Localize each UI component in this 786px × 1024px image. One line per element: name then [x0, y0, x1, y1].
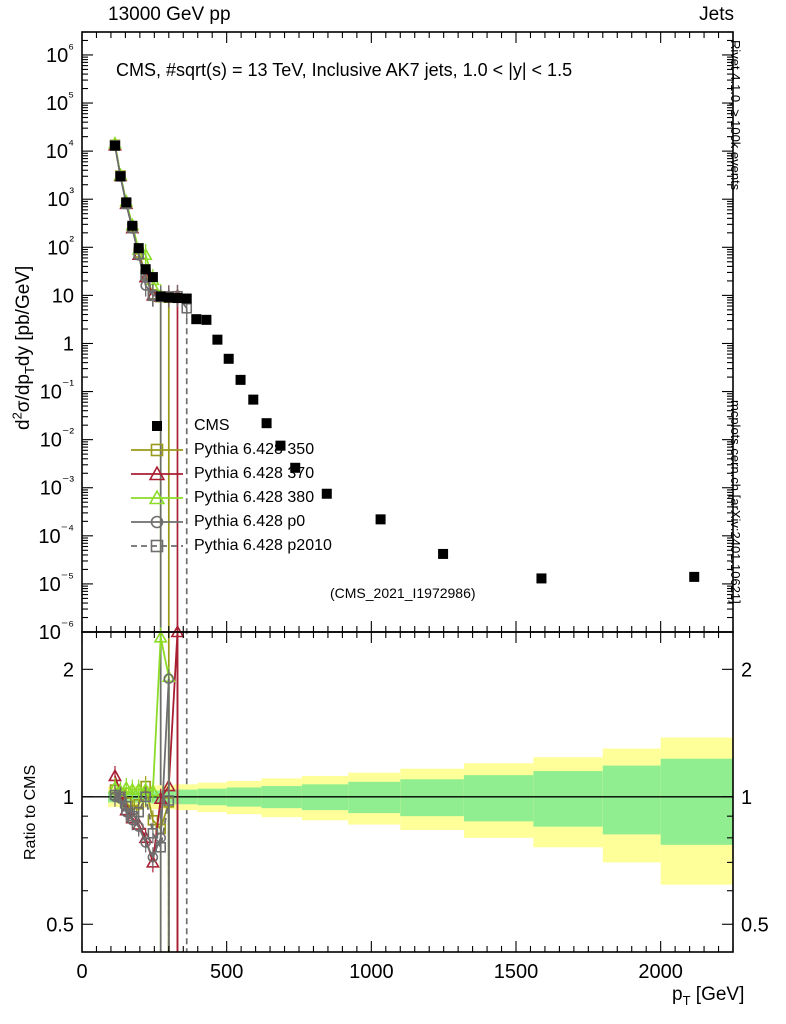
legend-label: Pythia 6.428 350 — [194, 441, 315, 458]
main-ytick-label: 10⁻¹ — [40, 377, 75, 404]
main-ytick-label: 10³ — [47, 184, 74, 211]
legend-item[interactable]: Pythia 6.428 380 — [128, 486, 332, 510]
ratio-ytick-label: 0.5 — [46, 914, 74, 936]
legend-marker — [148, 465, 166, 481]
legend-swatch — [131, 515, 183, 529]
xaxis-label-text: pT [GeV] — [672, 984, 745, 1008]
cms-data-point — [689, 571, 700, 582]
ratio-ytick-label: 1 — [63, 787, 74, 809]
cms-data-point — [248, 394, 259, 405]
cms-data-point — [109, 140, 120, 151]
legend-marker — [152, 421, 162, 431]
legend-label: Pythia 6.428 p0 — [194, 513, 306, 530]
legend-swatch — [131, 489, 183, 505]
main-ytick-label: 10⁻⁴ — [38, 521, 74, 548]
main-ytick-label: 10 — [52, 285, 74, 307]
ratio-band-inner — [660, 758, 733, 845]
ratio-band-inner — [533, 771, 603, 827]
main-ytick-label: 10² — [47, 232, 74, 259]
legend-swatch — [131, 539, 183, 553]
cms-data-point — [290, 462, 301, 473]
ratio-band-inner — [463, 775, 534, 822]
dataset-watermark: (CMS_2021_I1972986) — [330, 585, 476, 601]
legend-swatch — [131, 465, 183, 481]
ratio-panel-frame — [81, 631, 734, 953]
legend-label: CMS — [194, 417, 230, 434]
main-ytick-label: 10⁻⁶ — [39, 617, 74, 644]
main-ytick-label: 10⁴ — [46, 136, 74, 163]
main-ytick-label: 10⁶ — [46, 40, 74, 67]
legend-item[interactable]: Pythia 6.428 p2010 — [128, 534, 332, 558]
header-right: Jets — [699, 4, 734, 25]
cms-data-point — [181, 293, 192, 304]
cms-data-point — [438, 548, 449, 559]
cms-data-point — [127, 220, 138, 231]
cms-data-point — [147, 272, 158, 283]
cms-data-point — [536, 573, 547, 584]
legend-marker — [150, 539, 164, 553]
cms-data-point — [275, 440, 286, 451]
ratio-band-inner — [400, 779, 464, 817]
cms-data-point — [223, 353, 234, 364]
cms-data-point — [261, 418, 272, 429]
xtick-label: 2000 — [638, 961, 683, 983]
legend-swatch — [131, 443, 183, 457]
cms-data-point — [121, 197, 132, 208]
cms-data-point — [172, 293, 183, 304]
cms-data-point — [133, 243, 144, 254]
ratio-ytick-label: 2 — [63, 659, 74, 681]
cms-data-point — [115, 171, 126, 182]
legend-marker — [150, 515, 164, 529]
legend-marker — [148, 489, 166, 505]
main-ytick-label: 10⁻² — [40, 425, 75, 452]
xtick-label: 500 — [210, 961, 243, 983]
legend-item[interactable]: CMS — [128, 414, 332, 438]
cms-data-point — [201, 314, 212, 325]
xtick-label: 1500 — [494, 961, 539, 983]
legend-label: Pythia 6.428 370 — [194, 465, 315, 482]
ratio-ytick-label-right: 0.5 — [741, 914, 769, 936]
cms-data-point — [212, 334, 223, 345]
cms-data-point — [140, 264, 151, 275]
legend-label: Pythia 6.428 p2010 — [194, 537, 332, 554]
ratio-band-inner — [602, 765, 661, 835]
cms-data-point — [321, 488, 332, 499]
main-panel-title: CMS, #sqrt(s) = 13 TeV, Inclusive AK7 je… — [116, 60, 573, 80]
main-ytick-label: 10⁵ — [46, 88, 74, 115]
xtick-label: 1000 — [349, 961, 394, 983]
legend-item[interactable]: Pythia 6.428 350 — [128, 438, 332, 462]
cms-data-point — [163, 292, 174, 303]
cms-data-point — [191, 314, 202, 325]
xtick-label: 0 — [76, 961, 87, 983]
legend-marker — [150, 443, 164, 457]
legend-label: Pythia 6.428 380 — [194, 489, 315, 506]
legend-item[interactable]: Pythia 6.428 370 — [128, 462, 332, 486]
xaxis-label: pT [GeV] — [672, 984, 744, 1008]
main-ytick-label: 10⁻³ — [40, 473, 75, 500]
legend: CMS Pythia 6.428 350 Pythia 6.428 370 Pythi… — [128, 414, 332, 558]
main-ytick-label: 1 — [63, 333, 74, 355]
ratio-ytick-label-right: 2 — [741, 659, 752, 681]
legend-swatch — [152, 421, 162, 431]
cms-data-point — [375, 514, 386, 525]
cms-data-point — [235, 374, 246, 385]
ratio-ytick-label-right: 1 — [741, 787, 752, 809]
legend-item[interactable]: Pythia 6.428 p0 — [128, 510, 332, 534]
main-ytick-label: 10⁻⁵ — [39, 569, 74, 596]
header-left: 13000 GeV pp — [108, 4, 231, 25]
cms-data-point — [155, 291, 166, 302]
